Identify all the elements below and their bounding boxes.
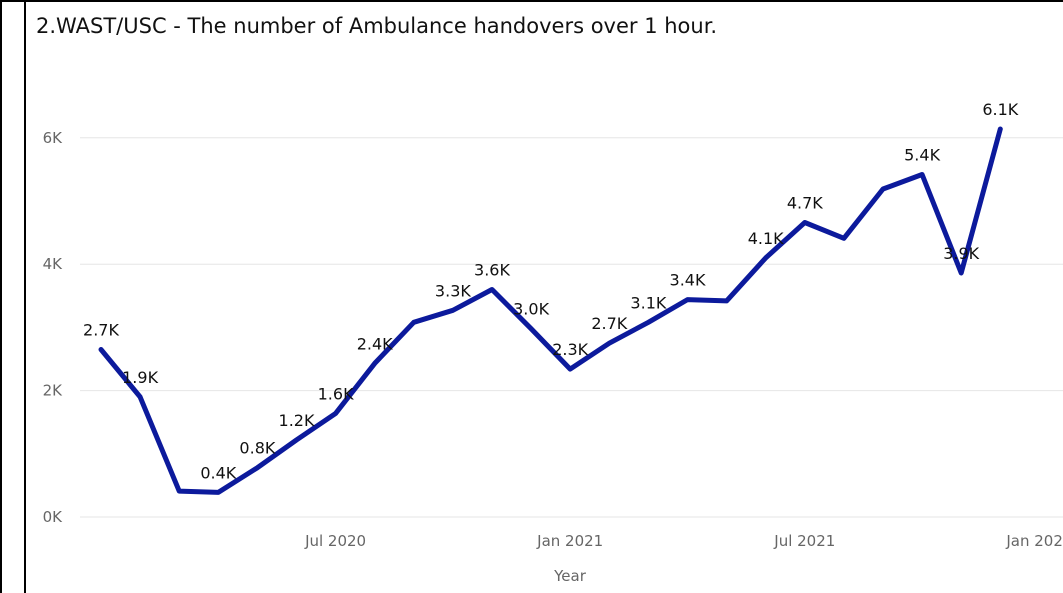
data-label: 4.1K (748, 229, 784, 248)
data-point[interactable] (214, 488, 222, 496)
data-label: 3.0K (513, 300, 549, 319)
data-point[interactable] (136, 393, 144, 401)
data-point[interactable] (605, 339, 613, 347)
data-label: 3.4K (670, 271, 706, 290)
data-point[interactable] (449, 306, 457, 314)
data-point[interactable] (527, 325, 535, 333)
data-point[interactable] (840, 234, 848, 242)
x-tick-label: Jul 2020 (304, 532, 366, 550)
data-label: 2.7K (83, 321, 119, 340)
y-tick-label: 2K (43, 382, 64, 400)
data-label: 0.4K (200, 463, 236, 482)
data-point[interactable] (410, 318, 418, 326)
data-label: 2.4K (357, 334, 393, 353)
y-tick-label: 6K (43, 129, 64, 147)
data-label: 3.1K (630, 293, 666, 312)
data-label: 3.6K (474, 260, 510, 279)
data-point[interactable] (996, 125, 1004, 133)
data-point[interactable] (918, 170, 926, 178)
data-label: 3.3K (435, 281, 471, 300)
data-label: 1.9K (122, 368, 158, 387)
visual-left-border (24, 0, 26, 593)
y-axis-ticks: 0K 2K 4K 6K (43, 129, 64, 526)
series-line-0[interactable] (98, 126, 1003, 495)
chart-title: 2.WAST/USC - The number of Ambulance han… (36, 14, 718, 38)
y-tick-label: 4K (43, 255, 64, 273)
data-label: 2.3K (552, 340, 588, 359)
data-label: 2.7K (591, 314, 627, 333)
data-point[interactable] (566, 365, 574, 373)
x-axis-title: Year (553, 567, 587, 585)
data-label: 1.2K (279, 411, 315, 430)
data-point[interactable] (801, 218, 809, 226)
data-point[interactable] (957, 269, 965, 277)
data-point[interactable] (488, 285, 496, 293)
data-point[interactable] (332, 409, 340, 417)
x-tick-label: Jul 2021 (773, 532, 835, 550)
y-tick-label: 0K (43, 508, 64, 526)
data-point[interactable] (97, 346, 105, 354)
series-lines (97, 125, 1004, 496)
data-point[interactable] (253, 464, 261, 472)
data-labels: 2.7K 1.9K 0.4K0.8K1.2K1.6K 2.4K 3.3K3.6K 3.0K… (83, 100, 1019, 482)
data-label: 4.7K (787, 193, 823, 212)
gridlines (80, 137, 1063, 518)
x-tick-label: Jan 2021 (536, 532, 603, 550)
data-label: 3.9K (943, 244, 979, 263)
data-point[interactable] (644, 318, 652, 326)
data-point[interactable] (762, 254, 770, 262)
data-point[interactable] (175, 487, 183, 495)
data-label: 6.1K (982, 100, 1018, 119)
data-label: 0.8K (239, 439, 275, 458)
data-point[interactable] (684, 296, 692, 304)
data-label: 1.6K (318, 384, 354, 403)
data-point[interactable] (723, 297, 731, 305)
data-point[interactable] (371, 359, 379, 367)
data-label: 5.4K (904, 145, 940, 164)
data-point[interactable] (293, 436, 301, 444)
data-point[interactable] (879, 185, 887, 193)
